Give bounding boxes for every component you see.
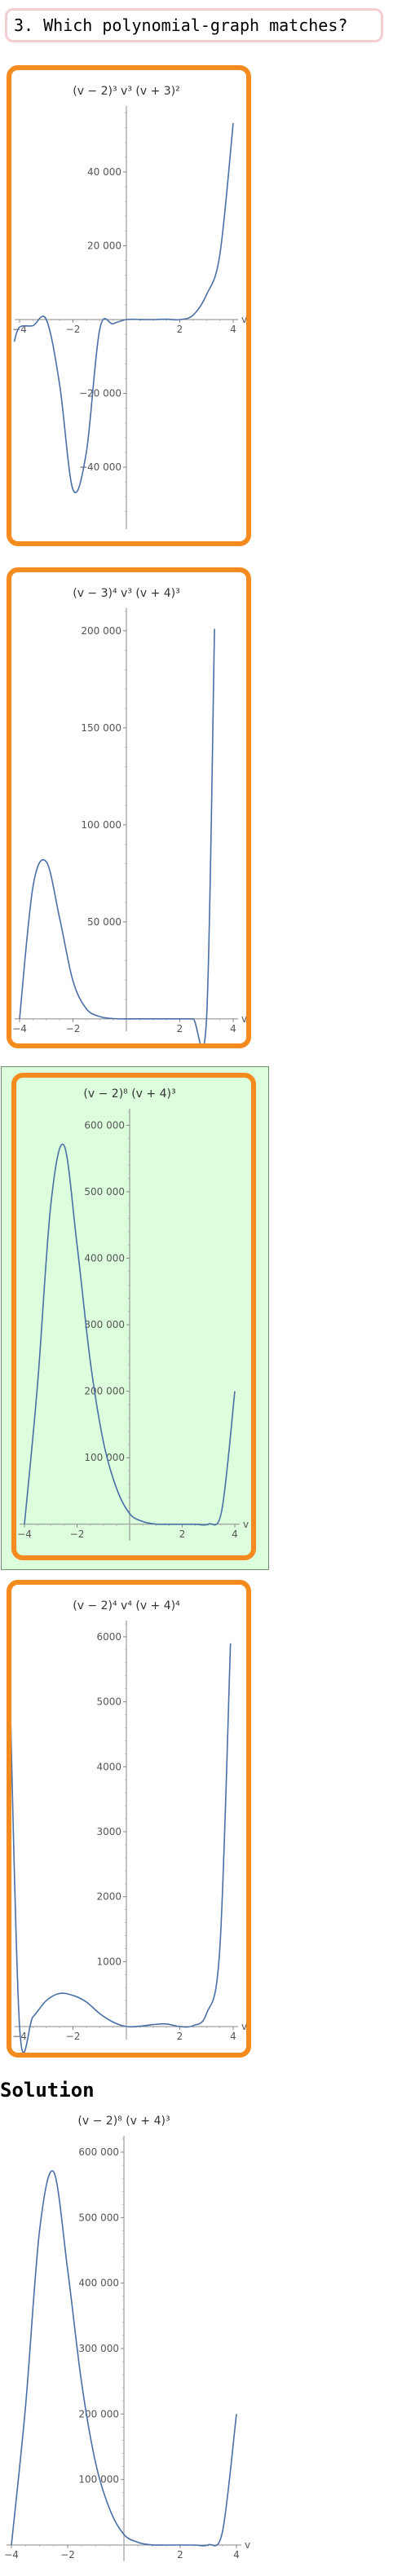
x-axis-label: v — [243, 1519, 249, 1530]
x-tick-label: 2 — [179, 1528, 186, 1540]
y-tick-label: 150 000 — [81, 722, 121, 734]
y-tick-label: 500 000 — [78, 2212, 119, 2223]
y-tick-label: 400 000 — [84, 1252, 125, 1264]
x-tick-label: 4 — [230, 324, 236, 335]
y-tick-label: 100 000 — [84, 1452, 125, 1463]
x-tick-label: −2 — [60, 2549, 75, 2561]
x-axis-label: v — [241, 314, 246, 325]
y-tick-label: 50 000 — [87, 916, 121, 928]
polynomial-curve — [11, 2170, 237, 2547]
answer-option-2[interactable]: (v − 3)⁴ v³ (v + 4)³ 50 000 100 000 150 000… — [7, 567, 251, 1048]
y-tick-label: 300 000 — [78, 2343, 119, 2354]
y-tick-label: 100 000 — [78, 2474, 119, 2486]
option-1-plot: (v − 2)³ v³ (v + 3)² −40 000 −20 000 20 000… — [12, 85, 246, 529]
x-tick-label: 4 — [230, 2031, 236, 2042]
answer-option-3[interactable]: (v − 2)⁸ (v + 4)³ 100 000 200 000 300 000 40… — [11, 1073, 256, 1560]
plot-title: (v − 3)⁴ v³ (v + 4)³ — [73, 587, 180, 600]
solution-plot: (v − 2)⁸ (v + 4)³ 100 000 200 000 300 000 40… — [4, 2115, 250, 2561]
y-tick-label: 500 000 — [84, 1186, 125, 1198]
x-tick-label: 4 — [233, 2549, 240, 2561]
polynomial-curve — [24, 1143, 236, 1526]
x-tick-label: −4 — [12, 2031, 27, 2042]
x-axis-label: v — [245, 2539, 250, 2551]
x-tick-label: −2 — [66, 1023, 81, 1034]
x-tick-label: 4 — [232, 1528, 238, 1540]
y-tick-label: 600 000 — [78, 2146, 119, 2158]
y-tick-label: 3000 — [96, 1826, 121, 1837]
y-tick-label: 1000 — [96, 1956, 121, 1967]
x-axis-label: v — [241, 1013, 246, 1025]
y-tick-label: 400 000 — [78, 2278, 119, 2289]
plot-title: (v − 2)⁸ (v + 4)³ — [83, 1087, 175, 1101]
plot-title: (v − 2)³ v³ (v + 3)² — [73, 85, 180, 98]
y-tick-label: 4000 — [96, 1761, 121, 1772]
y-tick-label: 100 000 — [81, 819, 121, 831]
x-tick-label: −2 — [66, 2031, 81, 2042]
polynomial-curve — [13, 122, 234, 494]
plot-title: (v − 2)⁸ (v + 4)³ — [77, 2115, 170, 2128]
y-tick-label: 20 000 — [87, 240, 121, 251]
solution-plot-container: (v − 2)⁸ (v + 4)³ 100 000 200 000 300 000 40… — [0, 2106, 253, 2573]
y-tick-label: 200 000 — [78, 2408, 119, 2419]
x-tick-label: 2 — [177, 2549, 183, 2561]
x-tick-label: 4 — [230, 1023, 236, 1034]
x-tick-label: 2 — [177, 324, 183, 335]
y-tick-label: 5000 — [96, 1696, 121, 1708]
x-axis-label: v — [241, 2021, 246, 2032]
question-banner: 3. Which polynomial-graph matches? — [5, 8, 383, 42]
x-tick-label: 2 — [177, 2031, 183, 2042]
answer-option-4[interactable]: (v − 2)⁴ v⁴ (v + 4)⁴ 1000 2000 3000 4000 5000… — [7, 1580, 251, 2058]
y-tick-label: 200 000 — [84, 1386, 125, 1397]
y-tick-label: 40 000 — [87, 166, 121, 178]
y-tick-label: −20 000 — [79, 388, 121, 399]
y-tick-label: 600 000 — [84, 1119, 125, 1131]
x-tick-label: −2 — [70, 1528, 85, 1540]
question-text: 3. Which polynomial-graph matches? — [14, 15, 348, 35]
plot-title: (v − 2)⁴ v⁴ (v + 4)⁴ — [73, 1599, 180, 1612]
solution-heading: Solution — [0, 2079, 95, 2102]
polynomial-curve — [19, 629, 215, 1043]
x-tick-label: −4 — [17, 1528, 32, 1540]
option-3-plot: (v − 2)⁸ (v + 4)³ 100 000 200 000 300 000 40… — [17, 1087, 249, 1541]
answer-option-1[interactable]: (v − 2)³ v³ (v + 3)² −40 000 −20 000 20 000… — [7, 65, 251, 546]
x-tick-label: −4 — [12, 1023, 27, 1034]
x-tick-label: 2 — [177, 1023, 183, 1034]
x-tick-label: −4 — [4, 2549, 19, 2561]
option-4-plot: (v − 2)⁴ v⁴ (v + 4)⁴ 1000 2000 3000 4000 5000… — [11, 1599, 246, 2053]
y-tick-label: −40 000 — [79, 461, 121, 473]
polynomial-curve — [11, 1643, 232, 2053]
option-2-plot: (v − 3)⁴ v³ (v + 4)³ 50 000 100 000 150 000… — [12, 587, 246, 1043]
y-tick-label: 6000 — [96, 1631, 121, 1643]
x-tick-label: −2 — [66, 324, 81, 335]
y-tick-label: 300 000 — [84, 1319, 125, 1330]
y-tick-label: 200 000 — [81, 625, 121, 637]
y-tick-label: 2000 — [96, 1891, 121, 1903]
